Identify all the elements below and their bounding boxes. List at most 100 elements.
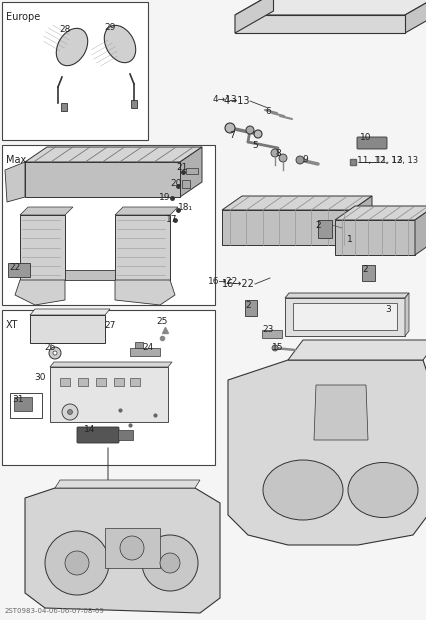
Text: 21: 21 xyxy=(176,164,187,172)
Ellipse shape xyxy=(56,29,87,66)
Text: 7: 7 xyxy=(229,130,234,140)
Text: 27: 27 xyxy=(104,321,115,329)
Bar xyxy=(78,378,88,386)
Circle shape xyxy=(253,130,262,138)
Polygon shape xyxy=(414,206,426,255)
Bar xyxy=(130,348,160,356)
Polygon shape xyxy=(404,0,426,33)
FancyBboxPatch shape xyxy=(8,263,30,277)
Text: 1: 1 xyxy=(346,236,352,244)
Text: 10: 10 xyxy=(360,133,371,143)
Text: 9: 9 xyxy=(302,156,307,164)
Circle shape xyxy=(225,123,234,133)
Text: 16→22: 16→22 xyxy=(222,279,254,289)
Text: 11, 12, 13: 11, 12, 13 xyxy=(375,156,417,166)
Circle shape xyxy=(271,345,277,351)
Circle shape xyxy=(53,351,57,355)
Ellipse shape xyxy=(104,25,135,63)
Polygon shape xyxy=(50,362,172,367)
Text: XT: XT xyxy=(6,320,18,330)
Bar xyxy=(2,310,215,465)
Text: 2ST0983-04-06-06-07-08-09: 2ST0983-04-06-06-07-08-09 xyxy=(5,608,105,614)
Polygon shape xyxy=(115,215,170,280)
Circle shape xyxy=(160,553,180,573)
Text: 24: 24 xyxy=(142,343,153,353)
Ellipse shape xyxy=(347,463,417,518)
Polygon shape xyxy=(5,162,25,202)
Bar xyxy=(2,145,215,305)
Polygon shape xyxy=(292,303,396,330)
Text: 14: 14 xyxy=(84,425,95,435)
Circle shape xyxy=(245,126,253,134)
Circle shape xyxy=(67,409,72,415)
Circle shape xyxy=(65,551,89,575)
Text: 4→13: 4→13 xyxy=(212,95,237,105)
Polygon shape xyxy=(313,385,367,440)
Polygon shape xyxy=(25,162,180,197)
Bar xyxy=(245,300,256,316)
Polygon shape xyxy=(404,293,408,336)
Polygon shape xyxy=(234,0,426,15)
Bar xyxy=(96,378,106,386)
Bar xyxy=(181,180,190,188)
Text: 5: 5 xyxy=(251,141,257,149)
Bar xyxy=(317,220,331,238)
FancyBboxPatch shape xyxy=(50,367,167,422)
Polygon shape xyxy=(334,206,426,220)
Circle shape xyxy=(142,535,198,591)
Text: 3: 3 xyxy=(384,306,390,314)
Text: 18₁: 18₁ xyxy=(178,203,193,213)
Text: 31: 31 xyxy=(12,396,24,404)
FancyBboxPatch shape xyxy=(262,330,281,338)
Circle shape xyxy=(45,531,109,595)
Bar xyxy=(361,265,374,281)
Polygon shape xyxy=(20,215,65,280)
Polygon shape xyxy=(351,196,371,245)
Ellipse shape xyxy=(262,460,342,520)
Bar xyxy=(114,378,124,386)
Polygon shape xyxy=(25,147,201,162)
Text: Max: Max xyxy=(6,155,26,165)
Polygon shape xyxy=(115,280,175,305)
Text: 30: 30 xyxy=(34,373,46,383)
Text: 26: 26 xyxy=(44,343,55,353)
Polygon shape xyxy=(20,207,73,215)
Text: 2: 2 xyxy=(361,265,367,275)
Polygon shape xyxy=(334,220,414,255)
Bar xyxy=(130,378,140,386)
Text: 8: 8 xyxy=(274,149,280,157)
Text: 4→13: 4→13 xyxy=(224,96,250,106)
Text: 15: 15 xyxy=(272,343,283,353)
Text: Europe: Europe xyxy=(6,12,40,22)
Text: 29: 29 xyxy=(104,24,115,32)
Bar xyxy=(60,378,70,386)
Bar xyxy=(131,100,137,108)
Polygon shape xyxy=(180,147,201,197)
Polygon shape xyxy=(222,210,351,245)
FancyBboxPatch shape xyxy=(77,427,119,443)
FancyBboxPatch shape xyxy=(30,315,105,343)
Circle shape xyxy=(49,347,61,359)
Text: 28: 28 xyxy=(59,25,71,35)
Bar xyxy=(105,528,160,568)
Polygon shape xyxy=(15,280,65,305)
Bar xyxy=(135,342,143,348)
Text: 22: 22 xyxy=(9,264,20,273)
Polygon shape xyxy=(115,207,178,215)
Polygon shape xyxy=(284,293,408,298)
Bar xyxy=(2,2,148,140)
Polygon shape xyxy=(25,488,219,613)
Circle shape xyxy=(62,404,78,420)
Text: 6: 6 xyxy=(265,107,270,117)
FancyBboxPatch shape xyxy=(356,137,386,149)
Polygon shape xyxy=(227,360,426,545)
Text: 23: 23 xyxy=(262,326,273,335)
Polygon shape xyxy=(234,0,273,33)
Text: 20: 20 xyxy=(170,179,181,187)
Text: 2: 2 xyxy=(245,301,250,309)
Circle shape xyxy=(295,156,303,164)
Polygon shape xyxy=(287,340,426,360)
Text: 16→22: 16→22 xyxy=(207,278,238,286)
Circle shape xyxy=(120,536,144,560)
Text: 2: 2 xyxy=(314,221,320,229)
